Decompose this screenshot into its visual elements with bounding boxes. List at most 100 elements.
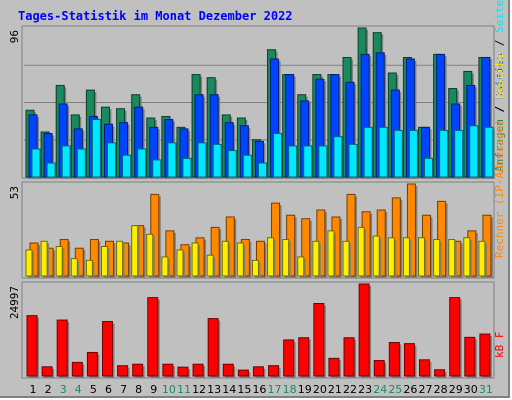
bar-besuche-day-3 bbox=[55, 245, 63, 277]
bar-besuche-day-7 bbox=[116, 240, 124, 277]
bar-besuche-day-19 bbox=[297, 256, 305, 277]
bar-seiten-day-30 bbox=[469, 125, 479, 178]
x-label-day-9: 9 bbox=[150, 383, 157, 396]
bar-kbf-day-24 bbox=[373, 360, 385, 377]
bar-seiten-day-19 bbox=[303, 145, 313, 178]
bar-seiten-day-20 bbox=[318, 145, 328, 178]
bar-kbf-day-15 bbox=[237, 369, 249, 377]
bar-besuche-day-28 bbox=[433, 239, 441, 277]
x-label-day-22: 22 bbox=[343, 383, 357, 396]
legend-kbytes: kB F bbox=[493, 332, 506, 359]
x-label-day-24: 24 bbox=[373, 383, 387, 396]
bar-kbf-day-18 bbox=[283, 339, 295, 377]
x-label-day-4: 4 bbox=[75, 383, 82, 396]
x-label-day-10: 10 bbox=[162, 383, 176, 396]
bar-besuche-day-8 bbox=[131, 225, 139, 277]
legend-requests-files-pages-part-3: Dateien bbox=[493, 53, 506, 99]
bar-kbf-day-11 bbox=[177, 366, 189, 377]
bar-besuche-day-16 bbox=[251, 259, 259, 277]
bar-besuche-day-15 bbox=[236, 242, 244, 277]
bar-kbf-day-31 bbox=[479, 333, 491, 377]
bar-besuche-day-18 bbox=[282, 239, 290, 277]
x-label-day-14: 14 bbox=[222, 383, 236, 396]
bar-seiten-day-1 bbox=[31, 148, 41, 178]
x-label-day-21: 21 bbox=[328, 383, 342, 396]
x-label-day-3: 3 bbox=[60, 383, 67, 396]
page-title: Tages-Statistik im Monat Dezember 2022 bbox=[18, 9, 293, 23]
bar-seiten-day-4 bbox=[76, 148, 86, 178]
x-label-day-18: 18 bbox=[283, 383, 297, 396]
bar-besuche-day-20 bbox=[312, 240, 320, 277]
x-label-day-15: 15 bbox=[237, 383, 251, 396]
x-label-day-30: 30 bbox=[464, 383, 478, 396]
x-label-day-31: 31 bbox=[479, 383, 493, 396]
bar-kbf-day-16 bbox=[252, 366, 264, 377]
x-label-day-27: 27 bbox=[419, 383, 433, 396]
bar-kbf-day-4 bbox=[71, 361, 83, 377]
bar-seiten-day-17 bbox=[273, 133, 283, 178]
bar-kbf-day-22 bbox=[343, 337, 355, 377]
bar-besuche-day-25 bbox=[387, 237, 395, 277]
bar-seiten-day-18 bbox=[288, 145, 298, 178]
bar-besuche-day-24 bbox=[372, 235, 380, 277]
x-label-day-2: 2 bbox=[45, 383, 52, 396]
x-label-day-7: 7 bbox=[120, 383, 127, 396]
bar-besuche-day-9 bbox=[146, 233, 154, 277]
x-label-day-28: 28 bbox=[434, 383, 448, 396]
y-max-label-kbytes: 24997 bbox=[8, 286, 21, 319]
bar-besuche-day-26 bbox=[402, 237, 410, 277]
bar-kbf-day-12 bbox=[192, 363, 204, 377]
legend-requests-files-pages: Anfragen / Dateien / Seiten bbox=[493, 0, 506, 172]
bar-seiten-day-7 bbox=[122, 154, 132, 178]
bar-kbf-day-26 bbox=[403, 343, 415, 377]
bar-besuche-day-29 bbox=[448, 239, 456, 277]
x-label-day-29: 29 bbox=[449, 383, 463, 396]
x-label-day-6: 6 bbox=[105, 383, 112, 396]
legend-requests-files-pages-part-1: Anfragen bbox=[493, 119, 506, 172]
x-label-day-1: 1 bbox=[30, 383, 37, 396]
bar-besuche-day-31 bbox=[478, 240, 486, 277]
bar-kbf-day-10 bbox=[162, 363, 174, 377]
bar-seiten-day-3 bbox=[61, 145, 71, 178]
bar-kbf-day-17 bbox=[268, 365, 280, 377]
y-max-label-requests: 96 bbox=[8, 30, 21, 43]
bar-besuche-day-4 bbox=[70, 258, 78, 277]
bar-kbf-day-1 bbox=[26, 315, 38, 377]
bar-seiten-day-25 bbox=[393, 129, 403, 178]
bar-kbf-day-7 bbox=[117, 365, 129, 377]
bar-besuche-day-30 bbox=[463, 237, 471, 277]
bar-kbf-day-6 bbox=[101, 321, 113, 377]
bar-besuche-day-13 bbox=[206, 254, 214, 277]
bar-kbf-day-29 bbox=[449, 297, 461, 377]
bar-seiten-day-12 bbox=[197, 142, 207, 178]
x-label-day-8: 8 bbox=[135, 383, 142, 396]
bar-besuche-day-2 bbox=[40, 240, 48, 277]
x-label-day-12: 12 bbox=[192, 383, 206, 396]
bar-kbf-day-8 bbox=[132, 363, 144, 377]
bar-seiten-day-16 bbox=[257, 162, 267, 178]
bar-seiten-day-15 bbox=[242, 154, 252, 178]
bar-besuche-day-6 bbox=[100, 245, 108, 277]
bar-seiten-day-2 bbox=[46, 162, 56, 178]
bar-seiten-day-14 bbox=[227, 150, 237, 178]
bar-kbf-day-5 bbox=[86, 351, 98, 377]
legend-requests-files-pages-part-5: Seiten bbox=[493, 0, 506, 33]
x-label-day-19: 19 bbox=[298, 383, 312, 396]
legend-hosts-visits-part-3: Besuche bbox=[493, 53, 506, 99]
bar-seiten-day-5 bbox=[91, 119, 101, 178]
x-label-day-5: 5 bbox=[90, 383, 97, 396]
bar-kbf-day-23 bbox=[358, 283, 370, 377]
legend-hosts-visits-part-1: Rechner (IP-Adressen) bbox=[493, 119, 506, 258]
x-label-day-26: 26 bbox=[403, 383, 417, 396]
bar-kbf-day-14 bbox=[222, 363, 234, 377]
bar-kbf-day-27 bbox=[419, 359, 431, 377]
bar-seiten-day-27 bbox=[424, 157, 434, 178]
x-label-day-23: 23 bbox=[358, 383, 372, 396]
bar-besuche-day-11 bbox=[176, 249, 184, 277]
bar-kbf-day-25 bbox=[388, 342, 400, 377]
bar-kbf-day-13 bbox=[207, 318, 219, 377]
x-label-day-16: 16 bbox=[252, 383, 266, 396]
legend-kbytes-part-1: kB F bbox=[493, 332, 506, 359]
